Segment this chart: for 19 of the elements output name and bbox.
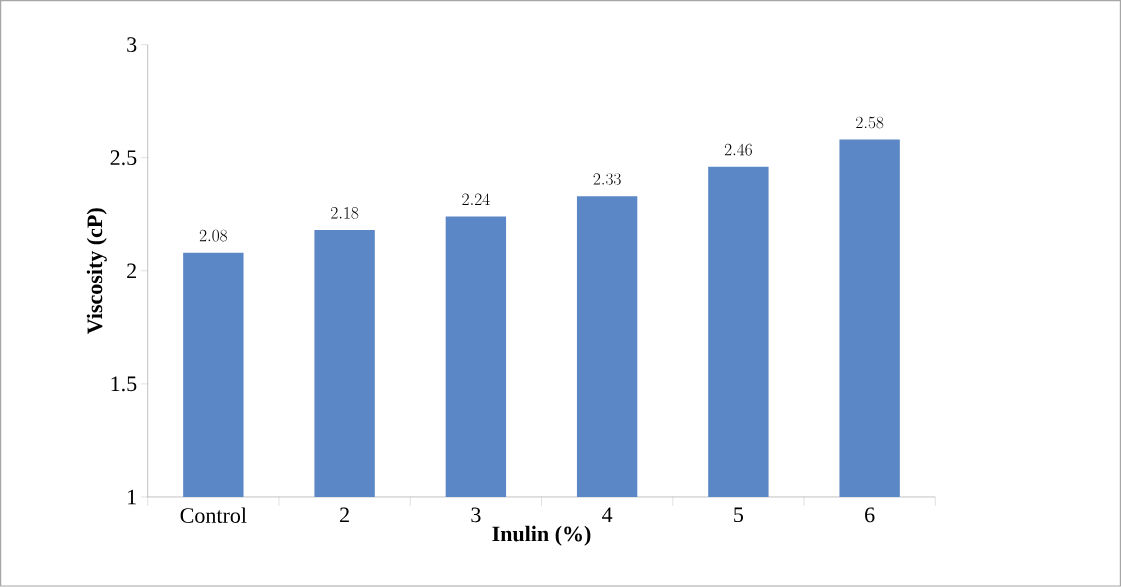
data-label: 2. 18 (331, 207, 359, 220)
data-label: 2.08 (199, 229, 227, 242)
x-tick-label: 2 (340, 507, 349, 523)
data-label: 2.24 (462, 193, 490, 206)
y-tick-label: 1 (128, 489, 136, 505)
data-label: 2.33 (593, 173, 621, 186)
data-label: 2.46 (724, 143, 752, 156)
y-tick-label: 2 (127, 263, 136, 279)
x-tick-label: 6 (865, 507, 875, 523)
x-axis-title: Inulin (%) (492, 526, 591, 546)
y-tick-label: 3 (127, 37, 137, 53)
x-tick-label: Control (180, 507, 247, 524)
data-label: 2.58 (856, 116, 884, 129)
y-tick-label: 1.5 (111, 376, 137, 392)
x-tick-label: 3 (471, 507, 481, 523)
y-axis-title: Viscosity (cP) (86, 208, 107, 335)
y-tick-label: 2.5 (110, 150, 137, 166)
x-tick-label: 5 (734, 507, 744, 523)
x-tick-label: 4 (602, 507, 613, 523)
